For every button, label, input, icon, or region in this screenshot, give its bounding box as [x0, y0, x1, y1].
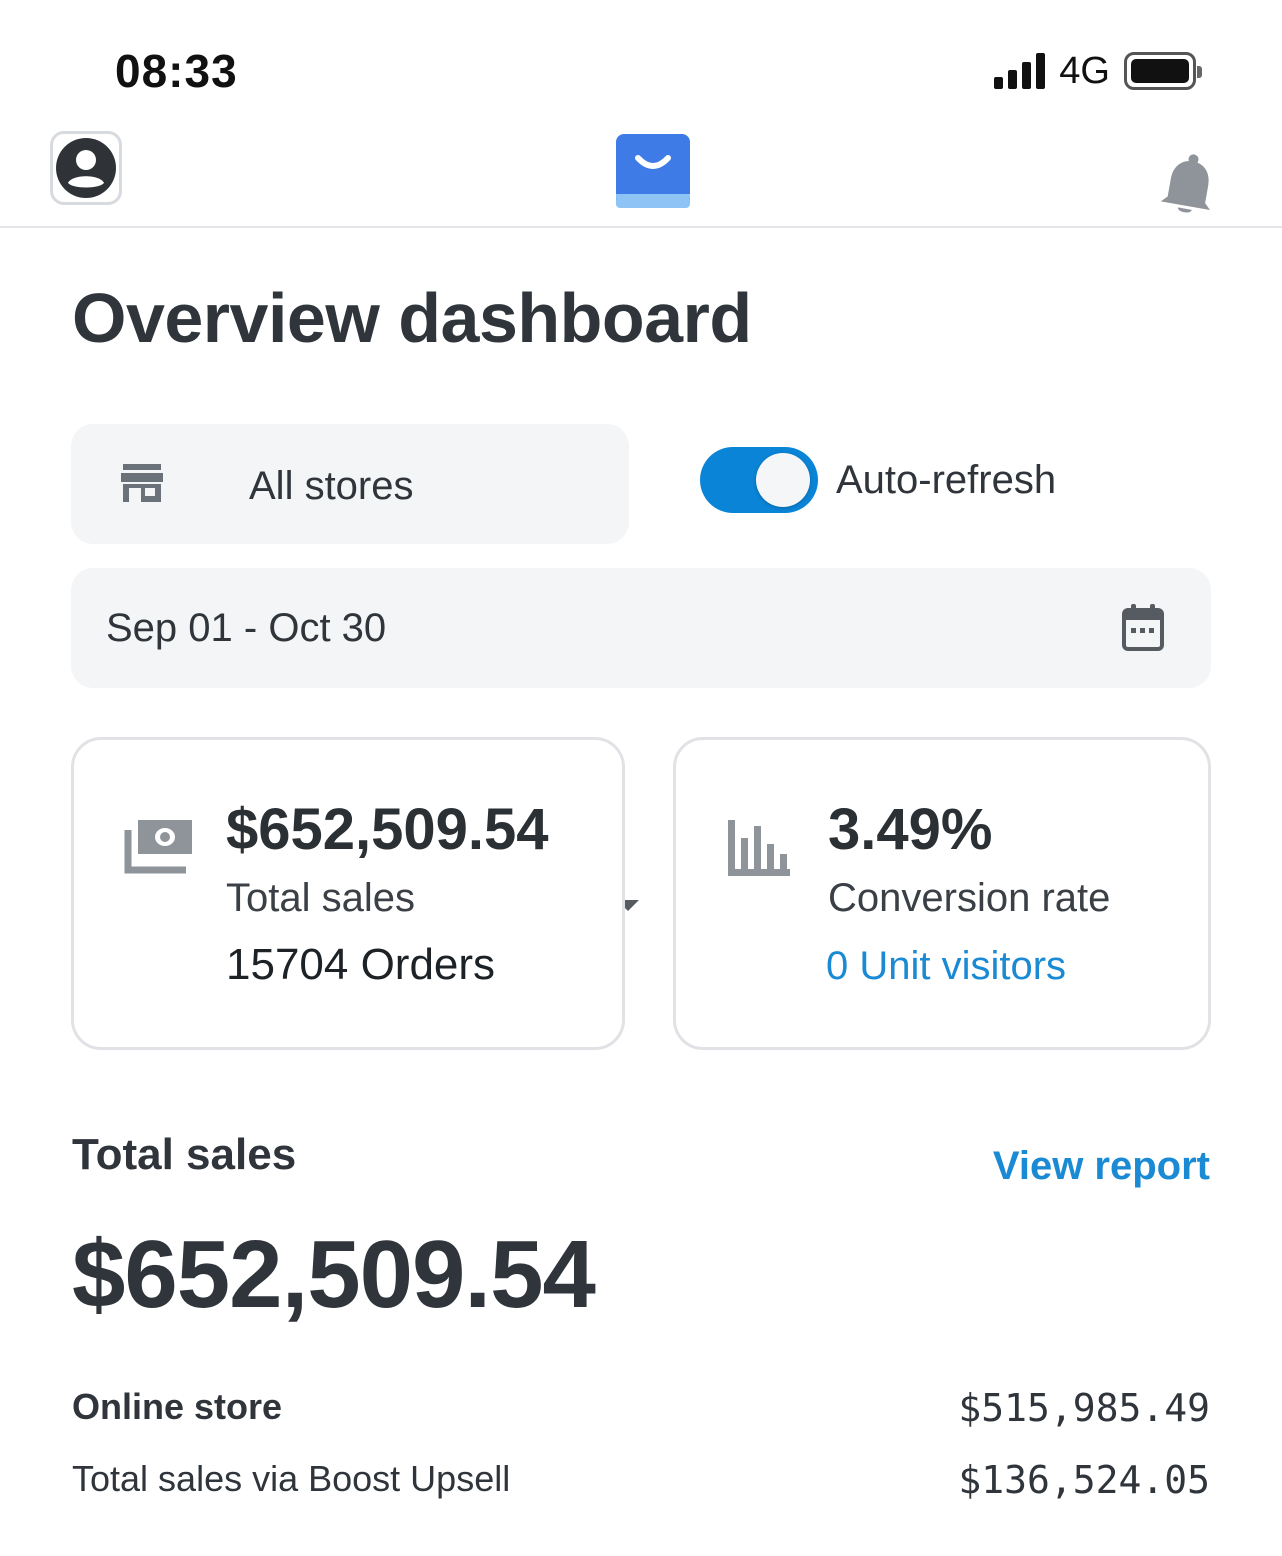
chevron-down-icon	[617, 900, 639, 911]
total-sales-value: $652,509.54	[226, 797, 549, 862]
conversion-rate-label: Conversion rate	[828, 876, 1111, 920]
store-select[interactable]: All stores	[71, 424, 639, 911]
auto-refresh-label: Auto-refresh	[836, 458, 1057, 502]
orders-count: 15704 Orders	[226, 940, 496, 989]
header-divider	[0, 226, 1282, 228]
calendar-icon	[1122, 604, 1164, 651]
money-icon	[124, 820, 192, 874]
status-time: 08:33	[115, 45, 238, 97]
store-icon	[121, 464, 163, 502]
network-type: 4G	[1059, 49, 1110, 92]
boost-upsell-value: $136,524.05	[958, 1458, 1210, 1502]
total-sales-amount: $652,509.54	[72, 1221, 596, 1328]
unit-visitors-link[interactable]: 0 Unit visitors	[826, 944, 1067, 988]
bar-chart-icon	[728, 820, 790, 876]
page-title: Overview dashboard	[72, 279, 752, 357]
signal-icon	[994, 53, 1046, 89]
total-sales-label: Total sales	[226, 876, 415, 920]
store-select-label: All stores	[249, 464, 414, 508]
date-range-picker[interactable]: Sep 01 - Oct 30	[71, 568, 1211, 688]
bell-icon[interactable]	[1158, 152, 1220, 218]
conversion-rate-card[interactable]: 3.49% Conversion rate 0 Unit visitors	[673, 737, 1211, 1050]
status-indicators: 4G	[994, 49, 1202, 92]
account-circle-icon	[56, 138, 116, 198]
shopping-bag-icon[interactable]	[616, 134, 690, 208]
online-store-label: Online store	[72, 1386, 283, 1427]
online-store-value: $515,985.49	[958, 1386, 1210, 1430]
boost-upsell-label: Total sales via Boost Upsell	[72, 1458, 511, 1499]
total-sales-card[interactable]: $652,509.54 Total sales 15704 Orders	[71, 737, 625, 1050]
conversion-rate-value: 3.49%	[828, 797, 993, 862]
account-button[interactable]	[50, 131, 122, 205]
view-report-link[interactable]: View report	[992, 1144, 1210, 1188]
total-sales-heading: Total sales	[72, 1130, 297, 1179]
auto-refresh-toggle[interactable]	[700, 447, 818, 513]
date-range-value: Sep 01 - Oct 30	[106, 606, 387, 650]
battery-icon	[1124, 52, 1202, 90]
